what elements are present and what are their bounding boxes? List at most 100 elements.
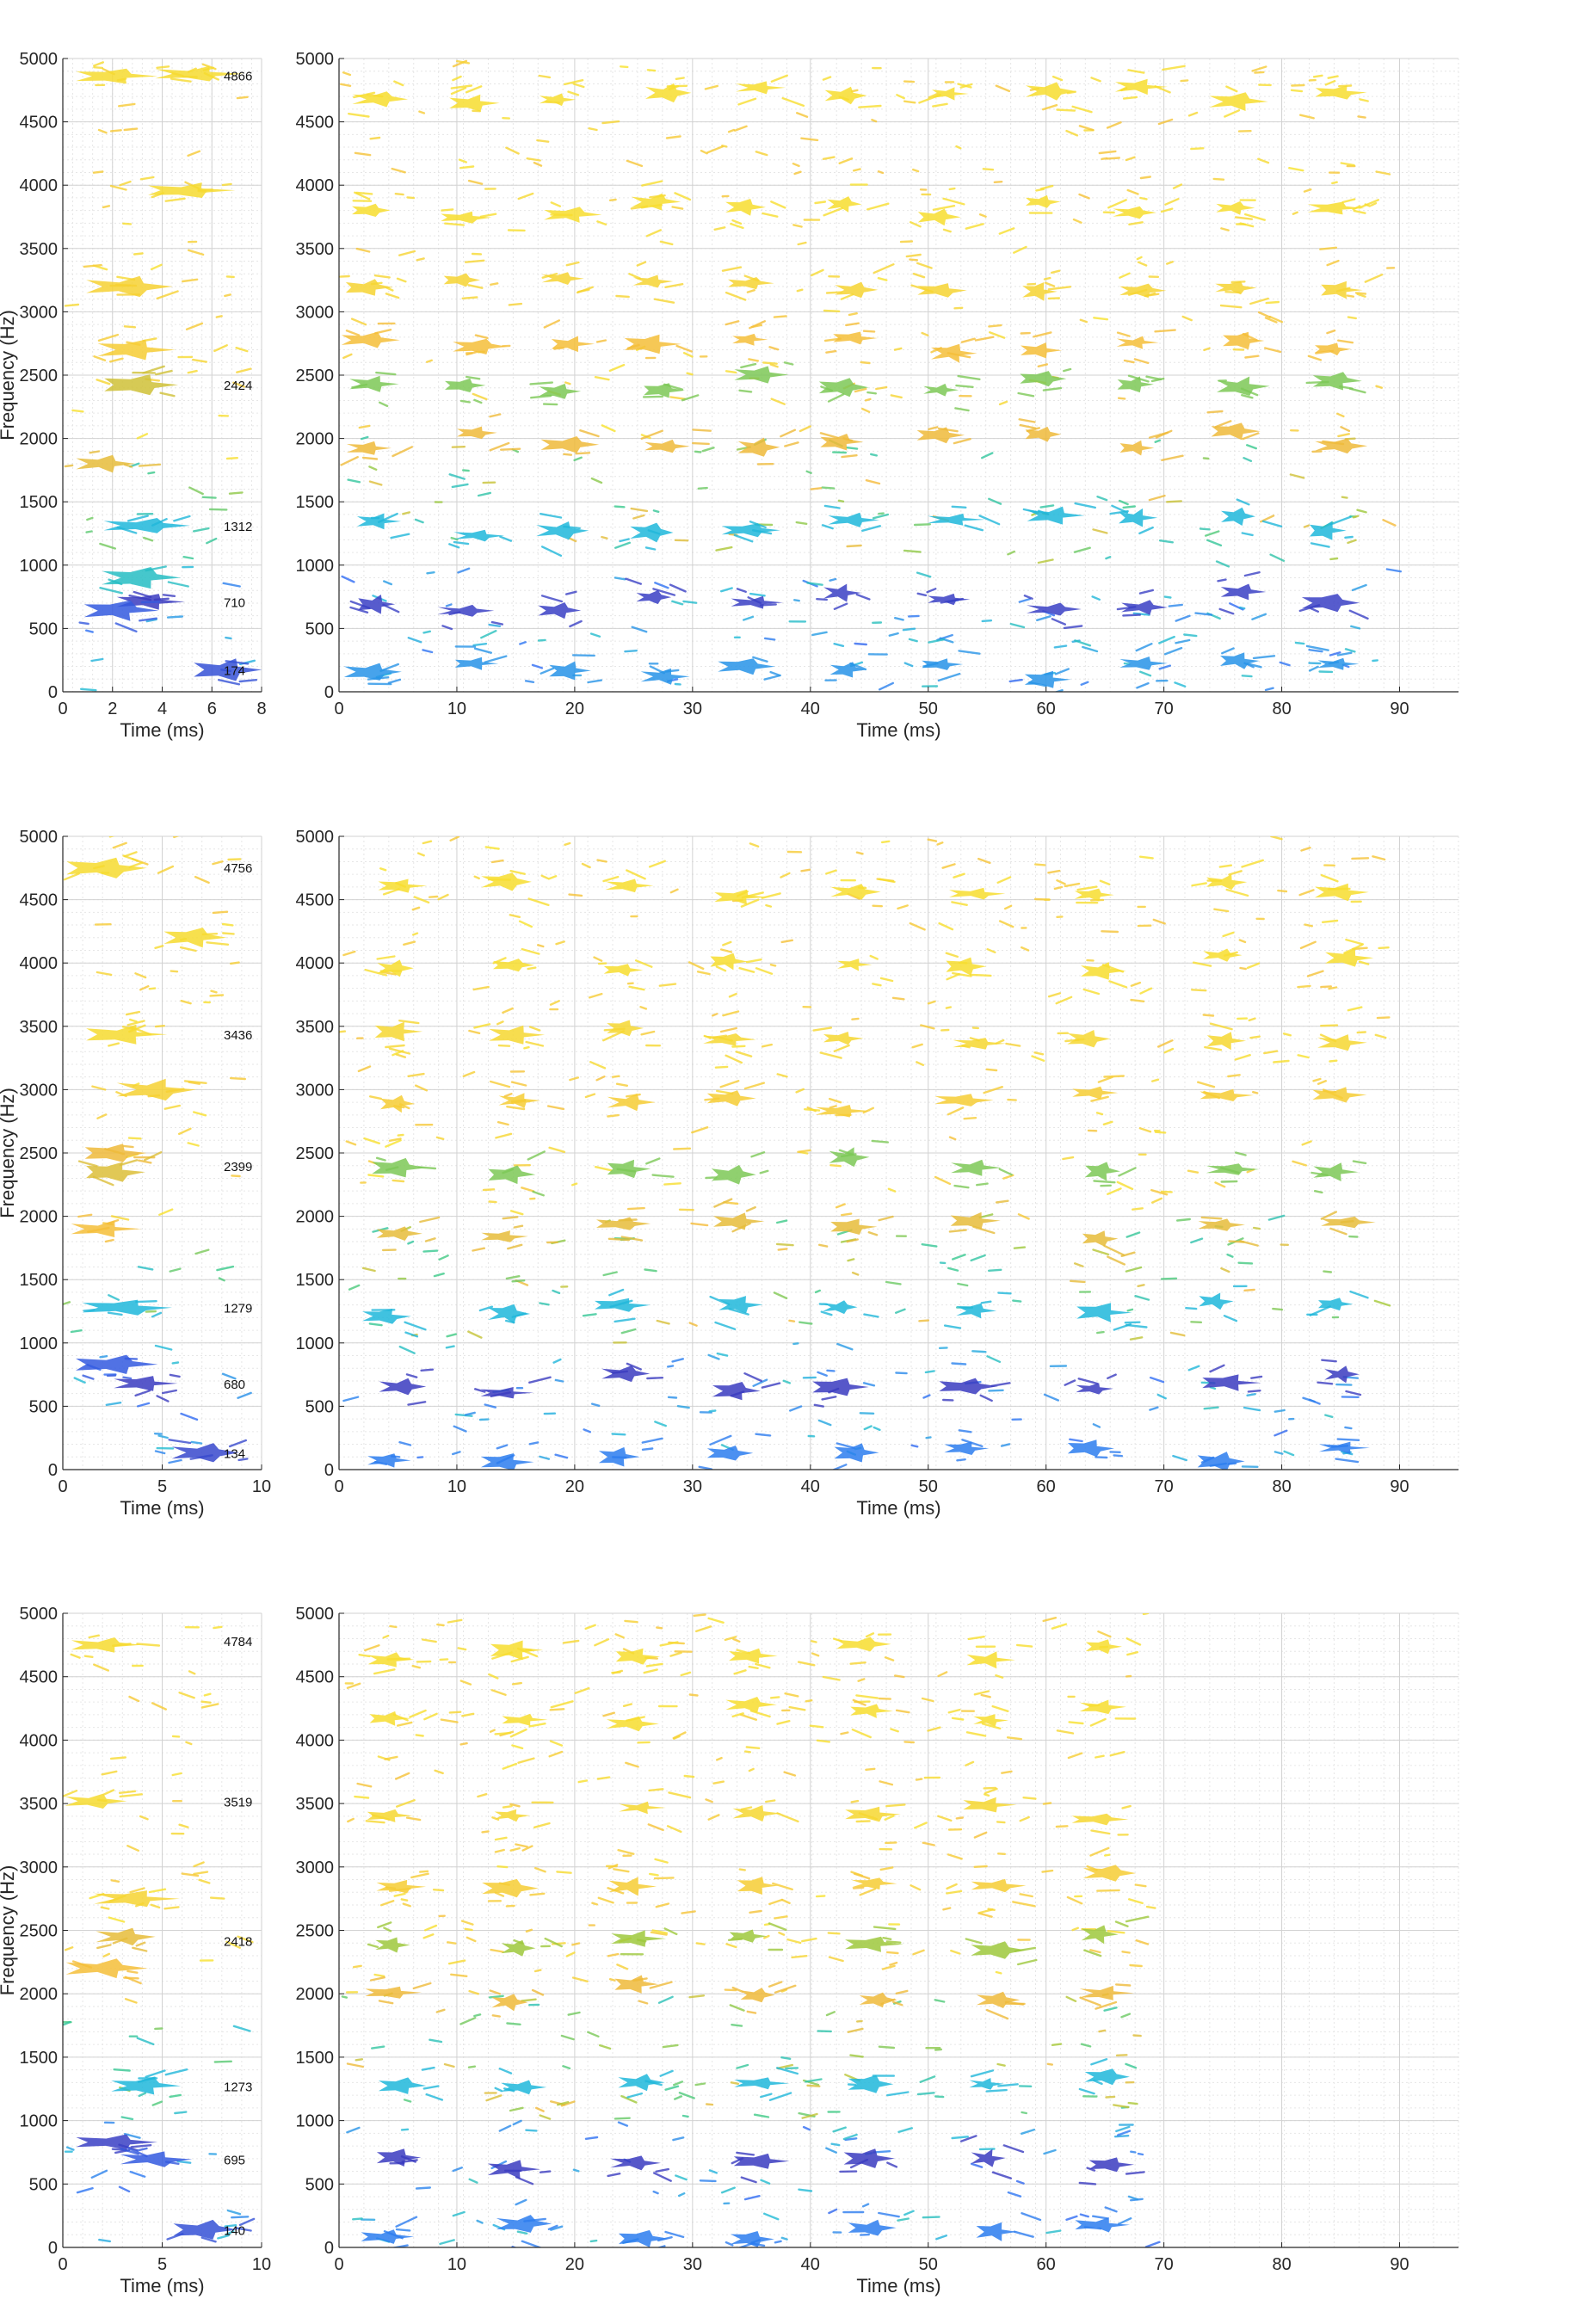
formant-streak bbox=[82, 1374, 95, 1380]
formant-streak bbox=[530, 394, 552, 399]
speckle bbox=[76, 2186, 94, 2194]
formant-streak bbox=[189, 1454, 213, 1460]
speckle bbox=[1350, 625, 1361, 630]
formant-streak bbox=[543, 319, 560, 329]
speckle bbox=[980, 1693, 991, 1698]
formant-streak bbox=[375, 1156, 386, 1162]
speckle bbox=[515, 1843, 528, 1848]
formant-streak bbox=[225, 660, 250, 665]
formant-streak bbox=[1246, 663, 1262, 669]
formant-streak bbox=[642, 395, 664, 398]
speckle bbox=[521, 1998, 537, 2002]
speckle bbox=[652, 2190, 659, 2195]
speckle bbox=[714, 1065, 729, 1069]
speckle bbox=[450, 1973, 468, 1978]
formant-streak bbox=[641, 1447, 654, 1452]
speckle bbox=[218, 1277, 225, 1282]
speckle bbox=[676, 1404, 690, 1409]
formant-streak bbox=[448, 543, 460, 549]
speckle bbox=[436, 1623, 445, 1627]
speckle bbox=[1007, 550, 1016, 556]
speckle bbox=[701, 447, 715, 453]
speckle bbox=[1042, 1616, 1058, 1623]
formant-streak bbox=[1343, 944, 1363, 954]
speckle bbox=[895, 1709, 910, 1714]
speckle bbox=[1268, 315, 1284, 324]
formant-streak bbox=[200, 2236, 217, 2243]
speckle bbox=[101, 1770, 118, 1776]
formant-streak bbox=[396, 1798, 416, 1808]
speckle bbox=[128, 861, 144, 868]
speckle bbox=[151, 1702, 168, 1711]
speckle bbox=[996, 2062, 1006, 2067]
speckle bbox=[780, 2236, 788, 2241]
speckle bbox=[518, 920, 533, 928]
speckle bbox=[945, 952, 959, 959]
y-tick-label: 2500 bbox=[296, 367, 335, 385]
speckle bbox=[452, 1451, 461, 1456]
formant-streak bbox=[1335, 1458, 1360, 1464]
speckle bbox=[182, 556, 194, 560]
formant-streak bbox=[649, 860, 666, 868]
speckle bbox=[1331, 181, 1338, 185]
formant-streak bbox=[1114, 1983, 1132, 1987]
formant-streak bbox=[1249, 297, 1269, 305]
formant-streak bbox=[532, 1190, 545, 1197]
formant-blob bbox=[922, 658, 964, 670]
speckle bbox=[1045, 2229, 1062, 2235]
speckle bbox=[624, 650, 638, 653]
formant-streak bbox=[666, 1825, 682, 1834]
formant-blob bbox=[706, 1446, 754, 1461]
y-tick-label: 3500 bbox=[296, 1795, 335, 1814]
speckle bbox=[951, 1717, 965, 1721]
speckle bbox=[560, 2100, 576, 2107]
speckle bbox=[193, 1861, 205, 1868]
formant-blob bbox=[916, 427, 965, 444]
speckle bbox=[694, 2082, 706, 2087]
speckle bbox=[814, 1289, 821, 1294]
speckle bbox=[535, 2106, 545, 2112]
formant-streak bbox=[173, 515, 191, 522]
formant-streak bbox=[861, 525, 881, 532]
formant-streak bbox=[228, 1439, 247, 1448]
speckle bbox=[187, 1142, 200, 1147]
speckle bbox=[477, 1792, 488, 1798]
speckle bbox=[1127, 2195, 1139, 2201]
speckle bbox=[849, 1661, 866, 1665]
formant-streak bbox=[1358, 199, 1380, 209]
speckle bbox=[581, 862, 591, 869]
formant-streak bbox=[400, 2155, 416, 2163]
speckle bbox=[591, 1902, 598, 1906]
speckle bbox=[213, 1625, 223, 1630]
y-tick-label: 3500 bbox=[20, 1018, 59, 1037]
formant-blob bbox=[498, 1093, 541, 1108]
formant-streak bbox=[132, 1946, 148, 1952]
formant-streak bbox=[821, 524, 834, 530]
formant-streak bbox=[128, 1024, 146, 1033]
formant-streak bbox=[505, 1319, 515, 1324]
speckle bbox=[804, 1107, 821, 1112]
formant-blob bbox=[171, 1443, 239, 1463]
speckle bbox=[1080, 681, 1089, 686]
speckle bbox=[1035, 615, 1051, 621]
speckle bbox=[978, 1213, 994, 1219]
speckle bbox=[1273, 1409, 1286, 1413]
speckle bbox=[851, 1017, 860, 1020]
formant-streak bbox=[768, 346, 780, 351]
speckle bbox=[911, 1043, 923, 1049]
speckle bbox=[472, 985, 490, 991]
formant-blob bbox=[1315, 342, 1352, 356]
formant-streak bbox=[238, 2217, 256, 2227]
formant-streak bbox=[1224, 109, 1241, 118]
formant-streak bbox=[340, 456, 359, 466]
formant-blob bbox=[737, 437, 780, 457]
formant-streak bbox=[725, 291, 747, 301]
formant-streak bbox=[1095, 2000, 1118, 2010]
formant-blob bbox=[1312, 372, 1362, 391]
peak-frequency-label: 2399 bbox=[224, 1160, 252, 1174]
speckle bbox=[435, 1136, 445, 1141]
y-tick-label: 3000 bbox=[296, 1081, 335, 1100]
speckle bbox=[491, 1816, 500, 1822]
speckle bbox=[480, 630, 497, 639]
speckle bbox=[971, 1350, 987, 1353]
